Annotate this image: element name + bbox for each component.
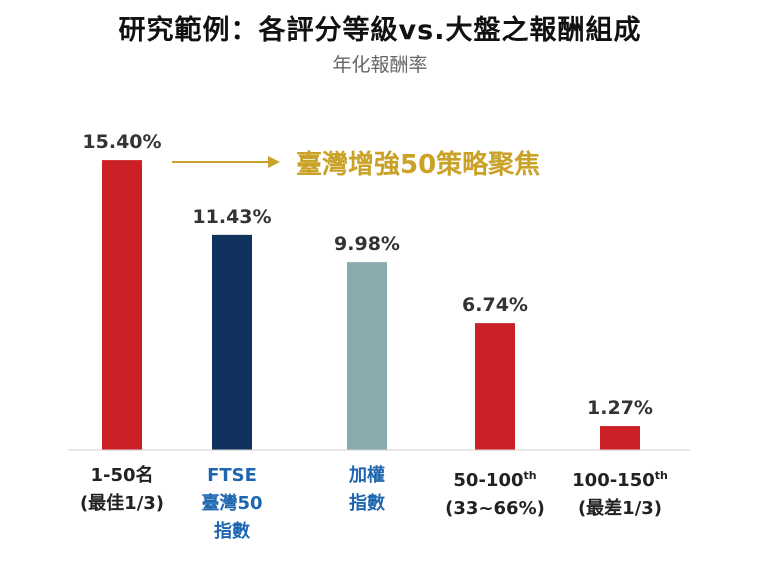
bar-value-label-4: 6.74% (462, 294, 528, 316)
bar-value-label-3: 9.98% (334, 233, 400, 255)
bar-3 (347, 262, 387, 450)
category-label-1: 1-50名 (最佳1/3) (52, 462, 192, 518)
bar-value-label-2: 11.43% (192, 206, 271, 228)
category-label-line: (最佳1/3) (79, 493, 165, 514)
category-label-line: (33~66%) (445, 498, 545, 519)
category-label-line: 100-150th (572, 469, 668, 491)
category-label-2: FTSE 臺灣50 指數 (162, 462, 302, 546)
category-label-line: 50-100th (453, 469, 537, 491)
bar-5 (600, 426, 640, 450)
category-label-superscript: th (523, 469, 537, 482)
chart-subtitle: 年化報酬率 (332, 54, 428, 76)
category-label-line: 指數 (349, 493, 385, 514)
callout-text: 臺灣增強50策略聚焦 (296, 150, 541, 180)
chart-title: 研究範例：各評分等級vs.大盤之報酬組成 (118, 15, 642, 46)
callout-arrow-head-icon (268, 156, 280, 168)
category-label-superscript: th (654, 469, 668, 482)
bar-1 (102, 160, 142, 450)
bar-4 (475, 323, 515, 450)
category-label-line: FTSE (207, 465, 257, 486)
bar-value-label-1: 15.40% (82, 131, 161, 153)
bar-value-label-5: 1.27% (587, 397, 653, 419)
category-label-line: 臺灣50 (201, 493, 263, 514)
category-label-5: 100-150th (最差1/3) (550, 462, 690, 523)
category-label-line: 1-50名 (90, 465, 154, 486)
category-label-4: 50-100th (33~66%) (425, 462, 565, 523)
category-label-line: 加權 (349, 465, 385, 486)
category-label-line: 指數 (214, 521, 250, 542)
category-label-line: (最差1/3) (577, 498, 663, 519)
bar-2 (212, 234, 252, 450)
category-label-3: 加權 指數 (297, 462, 437, 518)
